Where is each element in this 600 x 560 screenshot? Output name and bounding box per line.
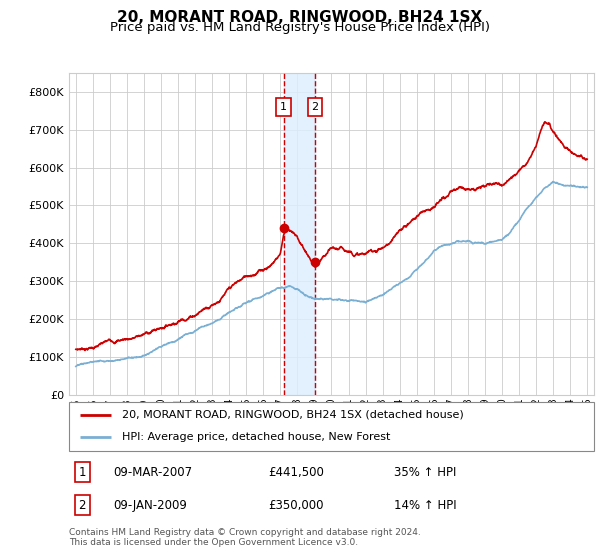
Text: 20, MORANT ROAD, RINGWOOD, BH24 1SX: 20, MORANT ROAD, RINGWOOD, BH24 1SX xyxy=(118,10,482,25)
Text: 35% ↑ HPI: 35% ↑ HPI xyxy=(395,465,457,479)
Text: 14% ↑ HPI: 14% ↑ HPI xyxy=(395,498,457,512)
Text: 2: 2 xyxy=(79,498,86,512)
Text: £350,000: £350,000 xyxy=(269,498,324,512)
FancyBboxPatch shape xyxy=(69,402,594,451)
Text: Contains HM Land Registry data © Crown copyright and database right 2024.
This d: Contains HM Land Registry data © Crown c… xyxy=(69,528,421,548)
Text: Price paid vs. HM Land Registry's House Price Index (HPI): Price paid vs. HM Land Registry's House … xyxy=(110,21,490,34)
Text: HPI: Average price, detached house, New Forest: HPI: Average price, detached house, New … xyxy=(121,432,390,442)
Text: £441,500: £441,500 xyxy=(269,465,325,479)
Text: 1: 1 xyxy=(79,465,86,479)
Text: 1: 1 xyxy=(280,102,287,112)
Text: 20, MORANT ROAD, RINGWOOD, BH24 1SX (detached house): 20, MORANT ROAD, RINGWOOD, BH24 1SX (det… xyxy=(121,410,463,420)
Text: 09-JAN-2009: 09-JAN-2009 xyxy=(113,498,187,512)
Bar xyxy=(284,73,315,395)
Text: 2: 2 xyxy=(311,102,319,112)
Text: 09-MAR-2007: 09-MAR-2007 xyxy=(113,465,193,479)
